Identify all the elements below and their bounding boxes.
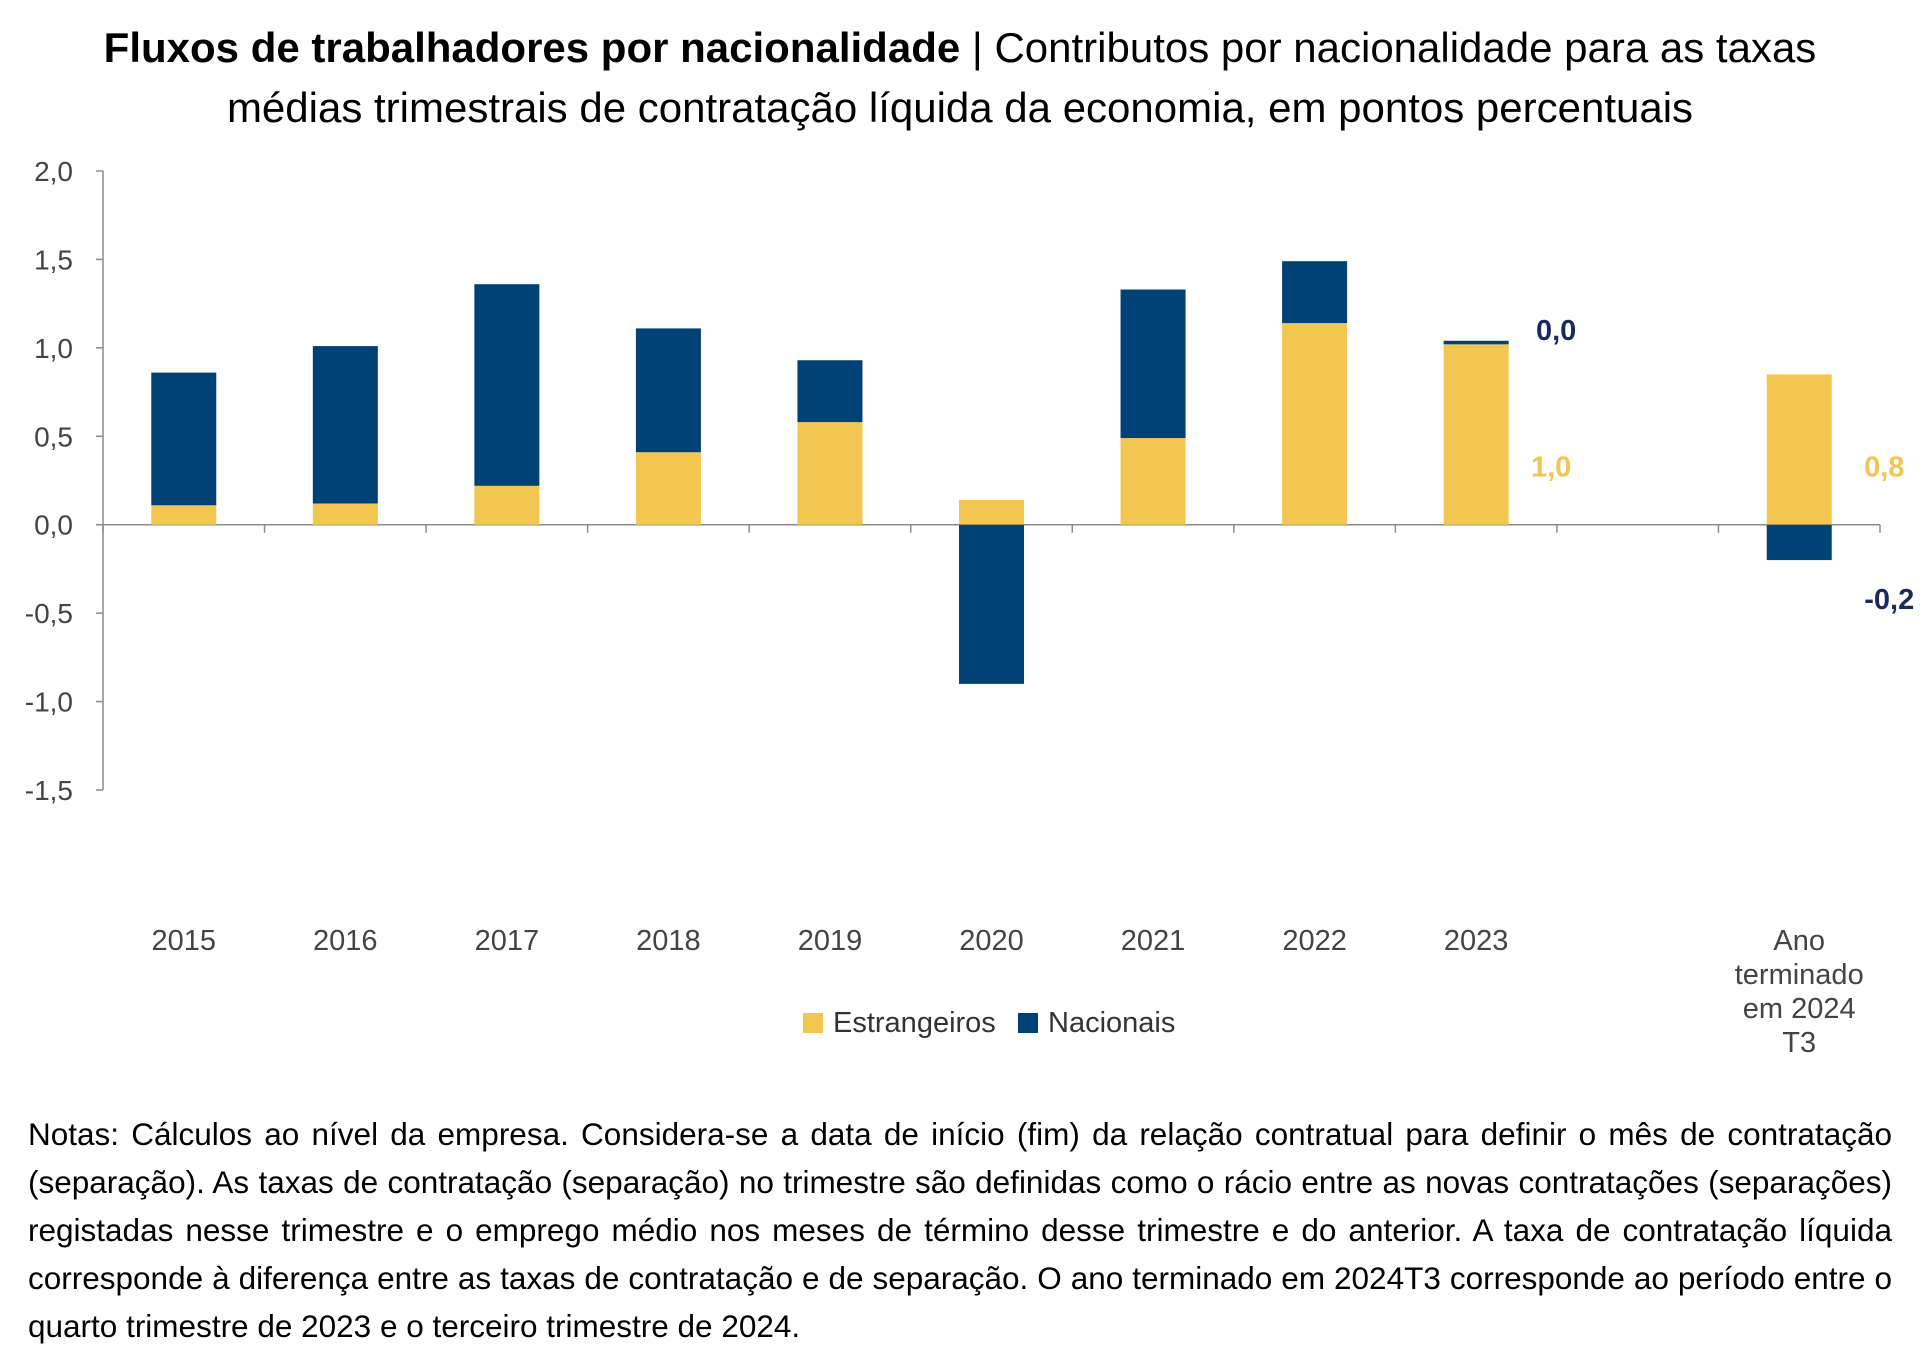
y-tick-label: 1,0 bbox=[34, 333, 73, 364]
y-tick-label: 2,0 bbox=[34, 156, 73, 187]
legend-swatch-estrangeiros bbox=[803, 1013, 823, 1033]
bar-nacionais-2022 bbox=[1282, 261, 1348, 324]
bar-estrangeiros-ano-terminado-em-2024-t3 bbox=[1766, 374, 1832, 525]
bar-nacionais-2016 bbox=[312, 346, 378, 504]
chart-title-separator: | bbox=[960, 24, 995, 71]
chart-title-bold: Fluxos de trabalhadores por nacionalidad… bbox=[103, 24, 961, 71]
x-category-label: 2022 bbox=[1282, 925, 1347, 957]
bar-estrangeiros-2015 bbox=[151, 505, 217, 525]
bar-nacionais-ano-terminado-em-2024-t3 bbox=[1766, 524, 1832, 561]
legend-label-estrangeiros: Estrangeiros bbox=[833, 1007, 996, 1039]
x-category-label: T3 bbox=[1782, 1027, 1816, 1059]
x-category-label: 2023 bbox=[1444, 925, 1509, 957]
x-category-label: 2019 bbox=[798, 925, 863, 957]
y-tick-label: -0,5 bbox=[25, 598, 73, 629]
x-category-label: em 2024 bbox=[1743, 993, 1856, 1025]
bar-estrangeiros-2022 bbox=[1282, 323, 1348, 525]
x-category-label: 2015 bbox=[152, 925, 217, 957]
x-category-label: Ano bbox=[1773, 925, 1825, 957]
data-label-nacionais: 0,0 bbox=[1536, 315, 1576, 347]
chart-title-subtitle: Contributos por nacionalidade para as ta… bbox=[226, 24, 1817, 131]
x-category-label: 2020 bbox=[959, 925, 1024, 957]
bar-estrangeiros-2021 bbox=[1120, 438, 1186, 525]
data-label-nacionais: -0,2 bbox=[1864, 584, 1914, 616]
bar-nacionais-2018 bbox=[635, 328, 701, 453]
data-label-estrangeiros: 0,8 bbox=[1864, 451, 1904, 483]
x-category-label: 2018 bbox=[636, 925, 701, 957]
x-category-label: 2016 bbox=[313, 925, 378, 957]
chart-notes: Notas: Cálculos ao nível da empresa. Con… bbox=[28, 1116, 1892, 1344]
bar-estrangeiros-2019 bbox=[797, 422, 863, 525]
bar-nacionais-2017 bbox=[474, 284, 540, 486]
y-tick-label: 1,5 bbox=[34, 244, 73, 275]
bar-nacionais-2020 bbox=[959, 524, 1024, 684]
y-tick-label: 0,5 bbox=[34, 421, 73, 452]
y-tick-label: -1,5 bbox=[25, 775, 73, 806]
bar-estrangeiros-2020 bbox=[959, 499, 1024, 525]
chart-svg: 2,0 1,5 1,0 0,5 0,0 -0,5 -1,0 -1,5 2015 2016 2017 2… bbox=[25, 156, 1914, 1059]
x-category-label: terminado bbox=[1735, 959, 1864, 991]
bar-estrangeiros-2023 bbox=[1443, 344, 1509, 525]
data-label-estrangeiros: 1,0 bbox=[1531, 451, 1571, 483]
y-tick-label: 0,0 bbox=[34, 510, 73, 541]
y-tick-label: -1,0 bbox=[25, 687, 73, 718]
x-category-label: 2021 bbox=[1121, 925, 1186, 957]
bar-estrangeiros-2018 bbox=[635, 452, 701, 525]
legend-label-nacionais: Nacionais bbox=[1048, 1007, 1175, 1039]
legend-swatch-nacionais bbox=[1018, 1013, 1038, 1033]
bar-estrangeiros-2017 bbox=[474, 485, 540, 525]
bar-nacionais-2015 bbox=[151, 372, 217, 506]
bar-nacionais-2023 bbox=[1443, 340, 1509, 345]
x-category-label: 2017 bbox=[475, 925, 540, 957]
bar-estrangeiros-2016 bbox=[312, 503, 378, 525]
bar-nacionais-2019 bbox=[797, 360, 863, 423]
chart-title: Fluxos de trabalhadores por nacionalidad… bbox=[40, 18, 1880, 138]
bar-nacionais-2021 bbox=[1120, 289, 1186, 439]
